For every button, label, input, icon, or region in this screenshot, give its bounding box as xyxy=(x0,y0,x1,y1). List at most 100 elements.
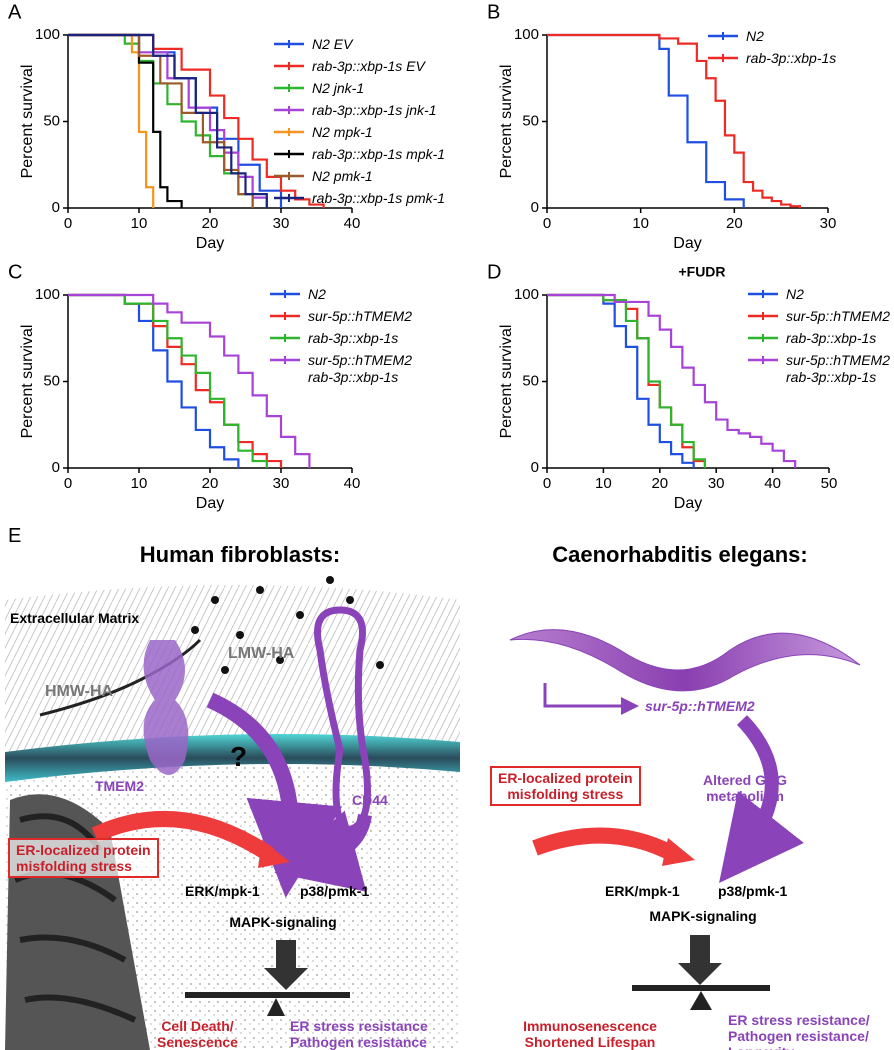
legend-swatch xyxy=(274,84,304,92)
legend-entry: rab-3p::xbp-1s xyxy=(706,50,836,72)
survival-curve xyxy=(68,33,268,208)
legend-swatch xyxy=(274,194,304,202)
y-axis-label: Percent survival xyxy=(498,325,515,439)
legend-swatch xyxy=(748,290,778,298)
label: Altered GAG metabolism xyxy=(702,772,787,804)
legend-label: sur-5p::hTMEM2 xyxy=(786,308,890,324)
legend-swatch xyxy=(270,312,300,320)
label: LMW-HA xyxy=(228,645,295,662)
legend-label: N2 mpk-1 xyxy=(312,124,373,140)
survival-curve xyxy=(68,33,268,208)
y-tick-label: 50 xyxy=(522,112,539,129)
survival-curve xyxy=(68,33,183,208)
worm-scene xyxy=(509,629,861,1010)
y-axis-label: Percent survival xyxy=(19,325,36,439)
panel-label: B xyxy=(487,1,500,23)
chart-title: +FUDR xyxy=(678,264,725,280)
legend-entry: rab-3p::xbp-1s jnk-1 xyxy=(272,102,445,124)
legend-label: N2 xyxy=(786,286,804,302)
legend-swatch xyxy=(274,128,304,136)
legend-entry: sur-5p::hTMEM2 xyxy=(746,308,890,330)
x-tick-label: 40 xyxy=(344,215,361,232)
x-tick-label: 10 xyxy=(632,215,649,232)
x-tick-label: 40 xyxy=(344,475,361,492)
label: ER stress resistance Pathogen resistance xyxy=(290,1018,428,1050)
label: ? xyxy=(230,741,248,772)
y-tick-label: 100 xyxy=(514,286,539,303)
legend-label: rab-3p::xbp-1s pmk-1 xyxy=(312,190,446,206)
x-tick-label: 10 xyxy=(131,475,148,492)
x-tick-label: 20 xyxy=(202,215,219,232)
diagram-title: Human fibroblasts: xyxy=(139,542,341,567)
legend-label: N2 xyxy=(308,286,326,302)
legend-swatch xyxy=(708,54,738,62)
label: sur-5p::hTMEM2 xyxy=(645,698,755,714)
x-tick-label: 0 xyxy=(64,475,72,492)
y-tick-label: 100 xyxy=(514,26,539,43)
legend-label: rab-3p::xbp-1s jnk-1 xyxy=(312,102,437,118)
legend: N2 rab-3p::xbp-1s xyxy=(706,28,836,72)
legend-swatch xyxy=(274,106,304,114)
x-tick-label: 20 xyxy=(726,215,743,232)
label: Cell Death/ Senescence xyxy=(157,1018,238,1050)
legend-swatch xyxy=(274,40,304,48)
legend-label: rab-3p::xbp-1s mpk-1 xyxy=(312,146,446,162)
x-tick-label: 0 xyxy=(64,215,72,232)
label: ERK/mpk-1 xyxy=(185,883,260,899)
label: ER stress resistance/ Pathogen resistanc… xyxy=(728,1012,870,1050)
x-tick-label: 50 xyxy=(821,475,838,492)
legend-label: N2 pmk-1 xyxy=(312,168,373,184)
x-axis-label: Day xyxy=(674,495,702,512)
x-tick-label: 30 xyxy=(708,475,725,492)
stress-box: ER-localized protein misfolding stress xyxy=(8,838,159,878)
legend-swatch xyxy=(274,172,304,180)
y-tick-label: 0 xyxy=(52,199,60,216)
legend-swatch xyxy=(274,150,304,158)
y-tick-label: 50 xyxy=(522,372,539,389)
legend-label: N2 EV xyxy=(312,36,353,52)
x-tick-label: 20 xyxy=(651,475,668,492)
y-tick-label: 50 xyxy=(43,372,60,389)
legend-entry: N2 xyxy=(746,286,890,308)
legend-label: sur-5p::hTMEM2 rab-3p::xbp-1s xyxy=(308,352,412,385)
legend-entry: N2 jnk-1 xyxy=(272,80,445,102)
legend-swatch xyxy=(748,334,778,342)
label: MAPK-signaling xyxy=(649,908,757,924)
legend-entry: N2 EV xyxy=(272,36,445,58)
legend-entry: rab-3p::xbp-1s xyxy=(268,330,412,352)
legend-entry: rab-3p::xbp-1s mpk-1 xyxy=(272,146,445,168)
label: Immunosenescence Shortened Lifespan xyxy=(523,1018,657,1050)
y-tick-label: 0 xyxy=(531,459,539,476)
legend-label: rab-3p::xbp-1s xyxy=(746,50,837,66)
y-tick-label: 0 xyxy=(52,459,60,476)
x-tick-label: 0 xyxy=(543,475,551,492)
label: TMEM2 xyxy=(95,778,144,794)
survival-curve xyxy=(547,293,695,468)
legend-entry: N2 xyxy=(268,286,412,308)
y-tick-label: 50 xyxy=(43,112,60,129)
label: ERK/mpk-1 xyxy=(605,883,680,899)
survival-curve xyxy=(68,293,268,468)
x-tick-label: 0 xyxy=(543,215,551,232)
legend: N2 EV rab-3p::xbp-1s EV N2 jnk-1 rab-3p::xb… xyxy=(272,36,445,212)
label: MAPK-signaling xyxy=(229,914,337,930)
panel-label: A xyxy=(8,1,22,23)
survival-curve xyxy=(547,293,797,468)
legend-entry: N2 mpk-1 xyxy=(272,124,445,146)
x-tick-label: 20 xyxy=(202,475,219,492)
legend-label: N2 jnk-1 xyxy=(312,80,365,96)
x-tick-label: 30 xyxy=(820,215,837,232)
legend-swatch xyxy=(748,356,778,364)
legend-entry: sur-5p::hTMEM2 rab-3p::xbp-1s xyxy=(746,352,890,392)
label: p38/pmk-1 xyxy=(718,883,788,899)
y-axis-label: Percent survival xyxy=(19,65,36,179)
panel-label: D xyxy=(487,261,501,283)
legend-swatch xyxy=(270,356,300,364)
panel-label: E xyxy=(8,525,22,547)
y-tick-label: 100 xyxy=(35,286,60,303)
legend-entry: rab-3p::xbp-1s xyxy=(746,330,890,352)
legend-label: sur-5p::hTMEM2 xyxy=(308,308,412,324)
legend-entry: rab-3p::xbp-1s pmk-1 xyxy=(272,190,445,212)
